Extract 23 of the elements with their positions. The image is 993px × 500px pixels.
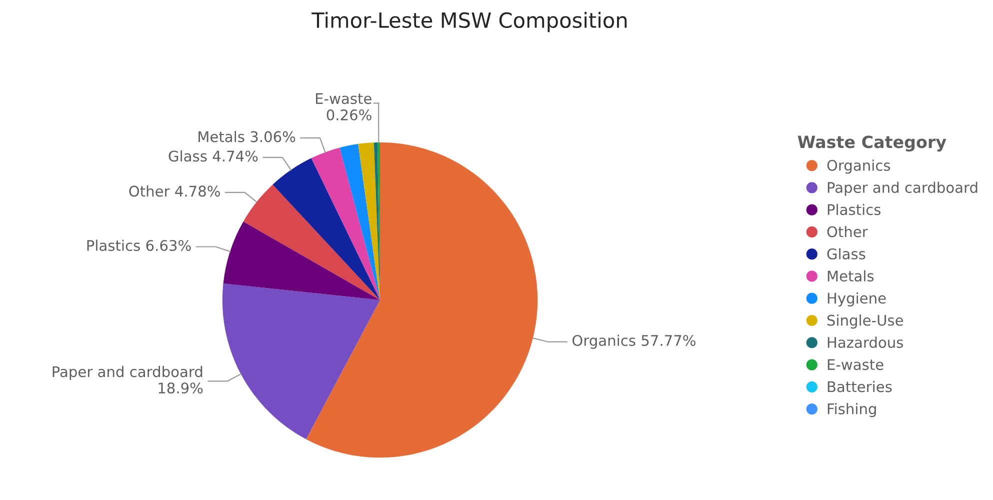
legend-label: Paper and cardboard (828, 182, 978, 196)
category-label: Organics 57.77% (572, 334, 696, 349)
slice-label: Paper and cardboard (52, 366, 202, 380)
legend-label: Single-Use (827, 314, 904, 329)
legend-label: Hygiene (828, 292, 886, 306)
data-label: 0.26% (326, 109, 372, 120)
chart-title: Timor-Leste MSW Composition (312, 12, 627, 32)
legend-label: Other (827, 226, 868, 238)
legend-label: Batteries (828, 380, 892, 392)
legend-label: Metals (828, 270, 874, 282)
category-label: Glass 4.74% (168, 150, 258, 162)
category-label: Plastics 6.63% (87, 240, 191, 251)
legend-title: Waste Category (798, 136, 946, 152)
category-label: Other 4.78% (129, 185, 220, 197)
legend-label: Hazardous (828, 336, 903, 348)
legend-label: E-waste (828, 359, 884, 370)
legend-label: Glass (827, 248, 866, 260)
category-label: Metals 3.06% (198, 130, 296, 142)
legend-label: Plastics (828, 204, 881, 216)
slice-label: E-waste (316, 93, 372, 104)
legend-label: Organics (827, 160, 890, 174)
legend-label: Fishing (828, 403, 876, 418)
data-label: 18.9% (158, 382, 203, 394)
